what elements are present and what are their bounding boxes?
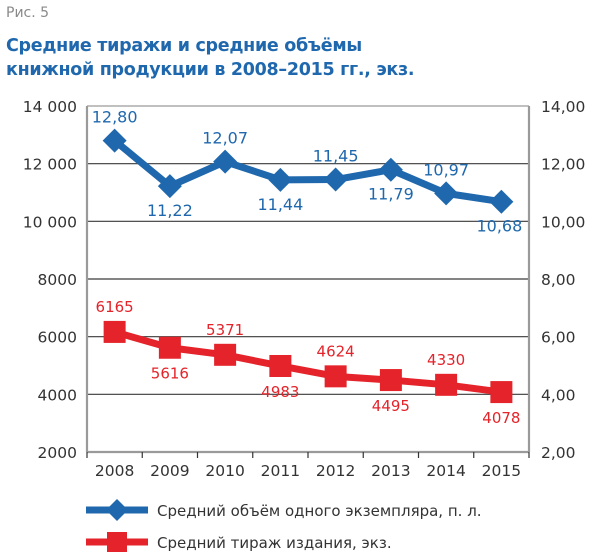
left-tick-label: 8000 <box>38 271 77 289</box>
data-label: 12,07 <box>202 129 248 148</box>
right-tick-label: 4,00 <box>541 386 576 404</box>
right-tick-label: 12,00 <box>541 156 585 174</box>
axes <box>85 106 531 458</box>
diamond-marker <box>489 189 514 214</box>
legend-item: Средний объём одного экземпляра, п. л. <box>86 499 482 521</box>
diamond-marker <box>102 128 127 153</box>
data-label: 10,97 <box>423 160 469 179</box>
legend-square-marker <box>107 532 127 552</box>
x-tick-label: 2015 <box>482 462 521 480</box>
right-tick-label: 2,00 <box>541 444 576 462</box>
square-marker <box>214 343 237 366</box>
data-label: 11,22 <box>147 201 193 220</box>
x-tick-label: 2008 <box>95 462 134 480</box>
data-label: 11,45 <box>313 147 359 166</box>
chart-title-line-2: книжной продукции в 2008–2015 гг., экз. <box>6 60 415 80</box>
data-label: 4624 <box>317 342 355 360</box>
data-label: 5616 <box>151 365 189 383</box>
data-label: 11,79 <box>368 185 414 204</box>
square-marker <box>435 373 458 396</box>
data-label: 4983 <box>261 383 299 401</box>
right-tick-label: 8,00 <box>541 271 576 289</box>
x-tick-label: 2009 <box>150 462 189 480</box>
left-tick-label: 4000 <box>38 386 77 404</box>
data-label: 10,68 <box>476 217 522 236</box>
square-marker <box>379 369 402 392</box>
square-marker <box>324 365 347 388</box>
data-label: 4495 <box>372 397 410 415</box>
data-label: 11,44 <box>257 195 303 214</box>
legend-label: Средний тираж издания, экз. <box>157 534 392 552</box>
right-axis-tick-labels: 2,00 4,00 6,00 8,00 10,00 12,00 14,00 <box>541 98 585 462</box>
x-tick-label: 2012 <box>316 462 355 480</box>
square-marker <box>269 354 292 377</box>
right-tick-label: 10,00 <box>541 213 585 231</box>
left-tick-label: 10 000 <box>23 213 77 231</box>
diamond-marker <box>213 149 238 174</box>
x-tick-label: 2010 <box>205 462 244 480</box>
left-tick-label: 12 000 <box>23 156 77 174</box>
square-marker <box>158 336 181 359</box>
chart-title-line-1: Средние тиражи и средние объёмы <box>6 36 362 56</box>
legend-label: Средний объём одного экземпляра, п. л. <box>157 502 482 520</box>
x-tick-label: 2011 <box>261 462 300 480</box>
square-marker <box>490 381 513 404</box>
figure-label: Рис. 5 <box>6 5 50 21</box>
x-tick-label: 2013 <box>371 462 410 480</box>
diamond-marker <box>434 181 459 206</box>
square-marker <box>103 320 126 343</box>
gridlines <box>87 105 529 395</box>
series-average-volume: 12,80 11,22 12,07 11,44 11,45 11,79 10,97 10,68 <box>92 108 523 236</box>
left-axis-tick-labels: 2000 4000 6000 8000 10 000 12 000 14 000 <box>23 98 77 462</box>
data-label: 6165 <box>96 298 134 316</box>
series-line <box>112 137 502 206</box>
legend: Средний объём одного экземпляра, п. л. Ср… <box>86 499 482 552</box>
diamond-marker <box>157 174 182 199</box>
data-label: 5371 <box>206 321 244 339</box>
right-tick-label: 14,00 <box>541 98 585 116</box>
diamond-marker <box>323 167 348 192</box>
series-average-print-run: 6165 5616 5371 4983 4624 4495 4330 4078 <box>96 298 521 427</box>
left-tick-label: 14 000 <box>23 98 77 116</box>
chart-title: Средние тиражи и средние объёмы книжной … <box>6 34 415 82</box>
data-label: 4078 <box>482 409 520 427</box>
legend-item: Средний тираж издания, экз. <box>86 532 392 552</box>
series-group: 12,80 11,22 12,07 11,44 11,45 11,79 10,97 10,68… <box>92 108 523 427</box>
left-tick-label: 2000 <box>38 444 77 462</box>
right-tick-label: 6,00 <box>541 329 576 347</box>
diamond-marker <box>268 167 293 192</box>
data-label: 4330 <box>427 351 465 369</box>
diamond-marker <box>378 157 403 182</box>
left-tick-label: 6000 <box>38 329 77 347</box>
x-tick-label: 2014 <box>426 462 465 480</box>
x-axis-tick-labels: 2008 2009 2010 2011 2012 2013 2014 2015 <box>95 462 521 480</box>
data-label: 12,80 <box>92 108 138 127</box>
legend-diamond-marker <box>106 499 128 521</box>
